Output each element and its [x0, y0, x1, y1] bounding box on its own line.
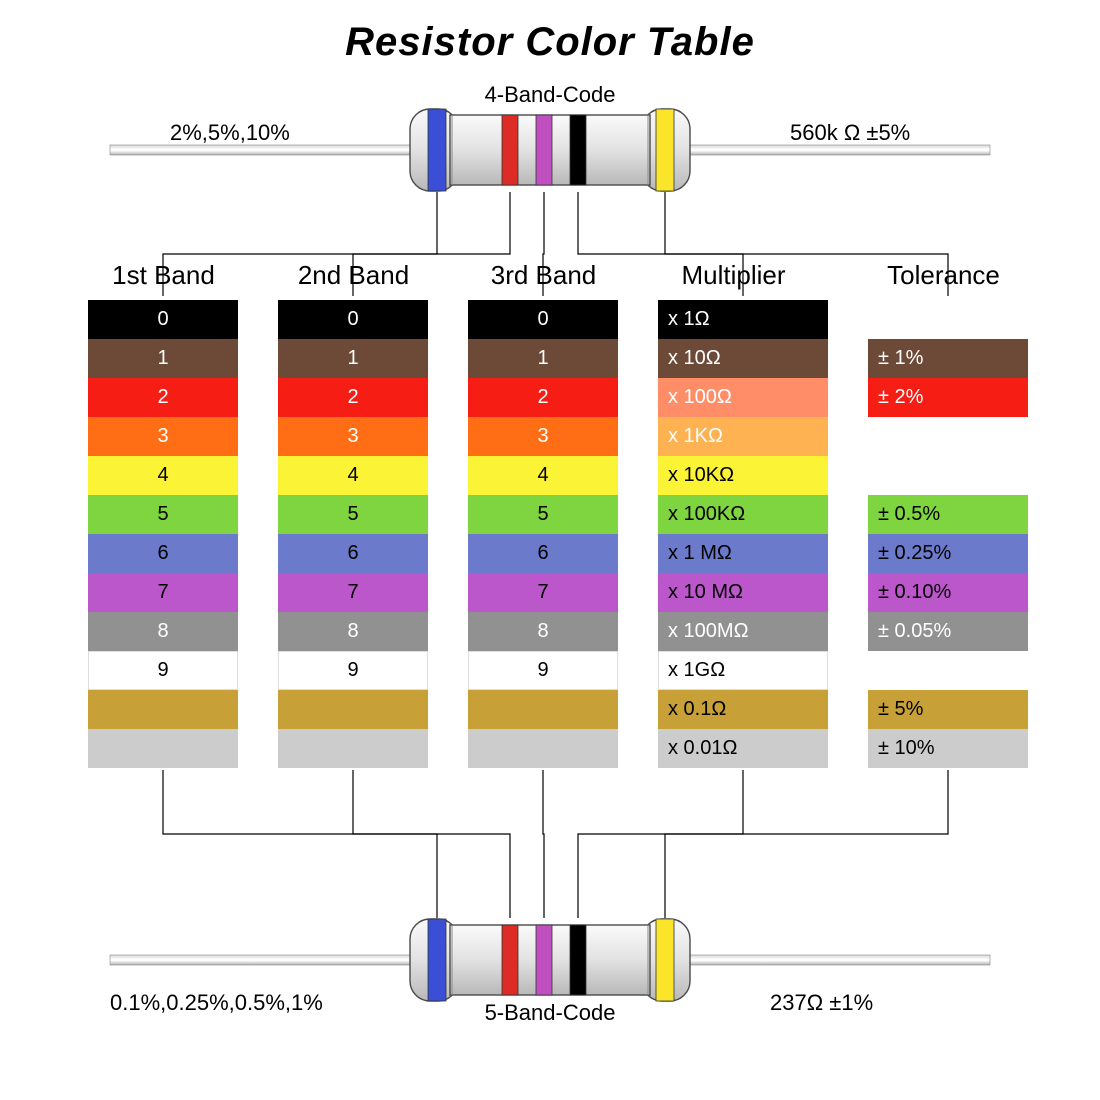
color-cell: x 1Ω	[658, 300, 828, 339]
column-header: Tolerance	[856, 260, 1031, 291]
color-cell: ± 0.5%	[868, 495, 1028, 534]
color-cell: ± 1%	[868, 339, 1028, 378]
color-cell: 8	[468, 612, 618, 651]
color-cell: 3	[468, 417, 618, 456]
color-cell: 1	[278, 339, 428, 378]
color-cell: 6	[88, 534, 238, 573]
color-cell	[278, 729, 428, 768]
bottom-right-text: 237Ω ±1%	[770, 990, 873, 1016]
color-cell: 7	[278, 573, 428, 612]
multiplier-column: x 1Ωx 10Ωx 100Ωx 1KΩx 10KΩx 100KΩx 1 MΩx…	[658, 300, 828, 768]
color-cell: 5	[468, 495, 618, 534]
top-code-label: 4-Band-Code	[430, 82, 670, 108]
color-cell: 2	[88, 378, 238, 417]
color-cell: 0	[278, 300, 428, 339]
color-cell: ± 2%	[868, 378, 1028, 417]
bottom-code-label: 5-Band-Code	[430, 1000, 670, 1026]
color-cell: 2	[278, 378, 428, 417]
color-cell: x 1KΩ	[658, 417, 828, 456]
color-cell	[278, 690, 428, 729]
column-header: 1st Band	[76, 260, 251, 291]
top-right-text: 560k Ω ±5%	[790, 120, 910, 146]
bottom-left-text: 0.1%,0.25%,0.5%,1%	[110, 990, 323, 1016]
top-left-text: 2%,5%,10%	[170, 120, 290, 146]
color-cell: 9	[278, 651, 428, 690]
column-header: 3rd Band	[456, 260, 631, 291]
color-cell: ± 0.10%	[868, 573, 1028, 612]
color-cell: x 10KΩ	[658, 456, 828, 495]
color-cell: 6	[468, 534, 618, 573]
color-cell: ± 10%	[868, 729, 1028, 768]
color-cell: 8	[88, 612, 238, 651]
color-cell: 1	[468, 339, 618, 378]
color-cell: x 100Ω	[658, 378, 828, 417]
color-cell	[468, 690, 618, 729]
color-cell: 4	[468, 456, 618, 495]
color-cell: x 100MΩ	[658, 612, 828, 651]
color-cell: ± 0.05%	[868, 612, 1028, 651]
color-cell: x 1GΩ	[658, 651, 828, 690]
color-cell: 4	[278, 456, 428, 495]
color-cell: 4	[88, 456, 238, 495]
color-cell	[88, 729, 238, 768]
color-cell: 7	[468, 573, 618, 612]
color-cell: 0	[88, 300, 238, 339]
digit-column: 0123456789	[468, 300, 618, 768]
color-cell: 9	[468, 651, 618, 690]
color-cell: x 1 MΩ	[658, 534, 828, 573]
chart-title: Resistor Color Table	[0, 20, 1100, 65]
column-header: Multiplier	[646, 260, 821, 291]
color-cell: x 0.01Ω	[658, 729, 828, 768]
digit-column: 0123456789	[278, 300, 428, 768]
color-cell: 3	[278, 417, 428, 456]
color-cell: ± 0.25%	[868, 534, 1028, 573]
color-cell: 1	[88, 339, 238, 378]
color-cell: 5	[278, 495, 428, 534]
digit-column: 0123456789	[88, 300, 238, 768]
color-cell: 8	[278, 612, 428, 651]
color-cell: x 100KΩ	[658, 495, 828, 534]
color-cell: ± 5%	[868, 690, 1028, 729]
color-cell: x 0.1Ω	[658, 690, 828, 729]
color-cell: 7	[88, 573, 238, 612]
color-cell: x 10 MΩ	[658, 573, 828, 612]
color-cell: x 10Ω	[658, 339, 828, 378]
color-cell: 3	[88, 417, 238, 456]
tolerance-column: ± 1%± 2% ± 0.5%± 0.25%± 0.10%± 0.05% ± 5%±…	[868, 300, 1028, 768]
column-header: 2nd Band	[266, 260, 441, 291]
color-cell: 0	[468, 300, 618, 339]
color-cell: 5	[88, 495, 238, 534]
color-cell: 9	[88, 651, 238, 690]
color-cell	[468, 729, 618, 768]
color-cell: 2	[468, 378, 618, 417]
color-cell	[88, 690, 238, 729]
color-cell: 6	[278, 534, 428, 573]
